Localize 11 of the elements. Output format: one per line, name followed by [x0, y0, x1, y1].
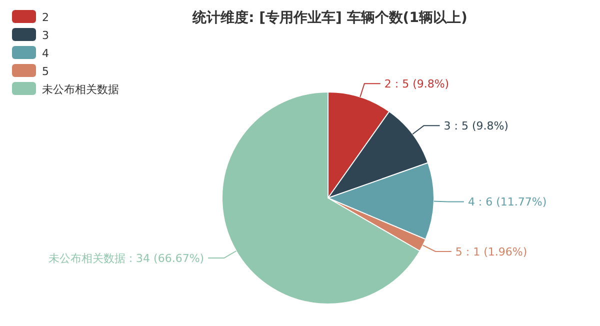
legend-label: 5: [42, 65, 49, 78]
data-label: 2 : 5 (9.8%): [384, 78, 450, 91]
legend-label: 未公布相关数据: [42, 83, 119, 96]
data-label: 未公布相关数据 : 34 (66.67%): [48, 252, 204, 265]
legend-label: 2: [42, 11, 49, 24]
chart-title: 统计维度: [专用作业车] 车辆个数(1辆以上): [192, 9, 468, 26]
data-label: 4 : 6 (11.77%): [468, 196, 547, 209]
data-label: 5 : 1 (1.96%): [455, 245, 528, 258]
data-label: 3 : 5 (9.8%): [444, 120, 508, 133]
legend-label: 3: [42, 29, 49, 42]
legend-label: 4: [42, 47, 49, 60]
